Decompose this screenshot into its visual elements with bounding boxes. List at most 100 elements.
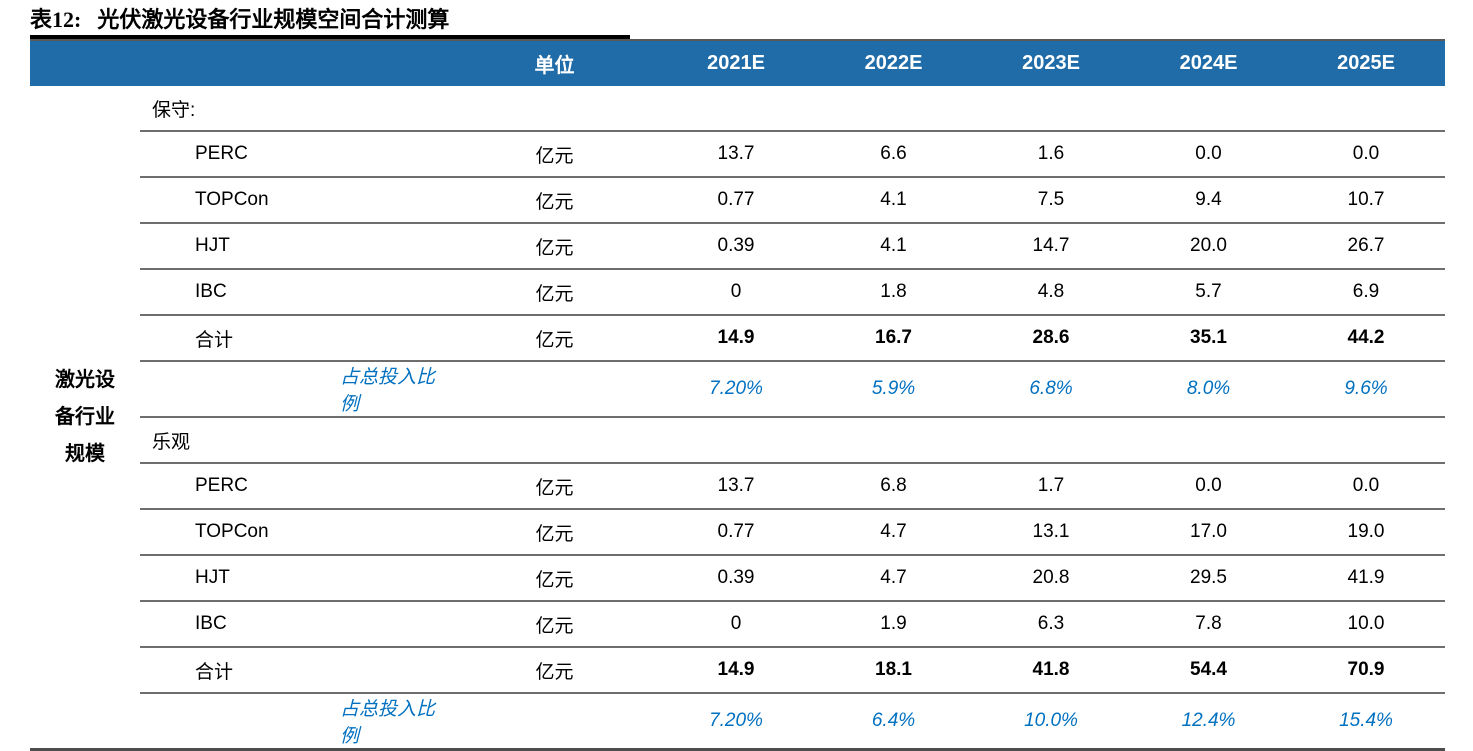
table-row-ibc-optimistic: IBC 亿元 0 1.9 6.3 7.8 10.0 <box>30 601 1445 648</box>
value-cell: 7.20% <box>657 693 815 751</box>
table-row-perc-conservative: PERC 亿元 13.7 6.6 1.6 0.0 0.0 <box>30 131 1445 178</box>
value-cell: 19.0 <box>1287 509 1445 556</box>
value-cell: 0 <box>657 601 815 648</box>
table-row-perc-optimistic: PERC 亿元 13.7 6.8 1.7 0.0 0.0 <box>30 463 1445 510</box>
row-label: 占总投入比例 <box>140 361 452 418</box>
value-cell: 10.0% <box>972 693 1130 751</box>
section-label-optimistic: 乐观 <box>140 417 1445 464</box>
value-cell: 41.8 <box>972 647 1130 694</box>
row-label: 占总投入比例 <box>140 693 452 751</box>
value-cell: 13.7 <box>657 131 815 178</box>
value-cell: 35.1 <box>1130 315 1287 362</box>
value-cell: 4.7 <box>815 555 972 602</box>
value-cell: 9.4 <box>1130 177 1287 224</box>
row-label: 合计 <box>140 315 452 362</box>
side-label-line: 备行业 <box>55 406 115 428</box>
table-container: 单位 2021E 2022E 2023E 2024E 2025E 激光设 备行业… <box>30 35 1445 751</box>
unit-cell: 亿元 <box>452 315 657 362</box>
row-label: IBC <box>140 269 452 316</box>
section-label-conservative: 保守: <box>140 86 1445 132</box>
header-year-2024e: 2024E <box>1130 40 1287 86</box>
value-cell: 14.7 <box>972 223 1130 270</box>
value-cell: 8.0% <box>1130 361 1287 418</box>
value-cell: 7.8 <box>1130 601 1287 648</box>
table-row-topcon-optimistic: TOPCon 亿元 0.77 4.7 13.1 17.0 19.0 <box>30 509 1445 556</box>
value-cell: 0.0 <box>1287 131 1445 178</box>
unit-cell: 亿元 <box>452 177 657 224</box>
value-cell: 0.39 <box>657 555 815 602</box>
table-row-total-optimistic: 合计 亿元 14.9 18.1 41.8 54.4 70.9 <box>30 647 1445 694</box>
side-label: 激光设 备行业 规模 <box>30 86 140 751</box>
value-cell: 12.4% <box>1130 693 1287 751</box>
value-cell: 15.4% <box>1287 693 1445 751</box>
row-label: TOPCon <box>140 509 452 556</box>
value-cell: 4.1 <box>815 177 972 224</box>
table-row-ratio-conservative: 占总投入比例 7.20% 5.9% 6.8% 8.0% 9.6% <box>30 361 1445 418</box>
value-cell: 5.9% <box>815 361 972 418</box>
value-cell: 14.9 <box>657 647 815 694</box>
row-label: HJT <box>140 555 452 602</box>
value-cell: 20.0 <box>1130 223 1287 270</box>
table-row-topcon-conservative: TOPCon 亿元 0.77 4.1 7.5 9.4 10.7 <box>30 177 1445 224</box>
header-row: 单位 2021E 2022E 2023E 2024E 2025E <box>30 40 1445 86</box>
value-cell: 1.6 <box>972 131 1130 178</box>
value-cell: 0 <box>657 269 815 316</box>
value-cell: 14.9 <box>657 315 815 362</box>
row-label: PERC <box>140 463 452 510</box>
header-year-2021e: 2021E <box>657 40 815 86</box>
value-cell: 17.0 <box>1130 509 1287 556</box>
value-cell: 5.7 <box>1130 269 1287 316</box>
table-title-text: 光伏激光设备行业规模空间合计测算 <box>97 7 450 32</box>
value-cell: 6.8 <box>815 463 972 510</box>
row-label: TOPCon <box>140 177 452 224</box>
value-cell: 1.8 <box>815 269 972 316</box>
header-year-2025e: 2025E <box>1287 40 1445 86</box>
header-year-2023e: 2023E <box>972 40 1130 86</box>
table-row-ratio-optimistic: 占总投入比例 7.20% 6.4% 10.0% 12.4% 15.4% <box>30 693 1445 751</box>
unit-cell-empty <box>452 693 657 751</box>
value-cell: 6.8% <box>972 361 1130 418</box>
value-cell: 10.7 <box>1287 177 1445 224</box>
value-cell: 28.6 <box>972 315 1130 362</box>
unit-cell: 亿元 <box>452 647 657 694</box>
value-cell: 6.4% <box>815 693 972 751</box>
row-label: IBC <box>140 601 452 648</box>
unit-cell: 亿元 <box>452 601 657 648</box>
value-cell: 16.7 <box>815 315 972 362</box>
value-cell: 29.5 <box>1130 555 1287 602</box>
value-cell: 4.1 <box>815 223 972 270</box>
value-cell: 70.9 <box>1287 647 1445 694</box>
table-row-ibc-conservative: IBC 亿元 0 1.8 4.8 5.7 6.9 <box>30 269 1445 316</box>
data-table: 单位 2021E 2022E 2023E 2024E 2025E 激光设 备行业… <box>30 39 1445 751</box>
unit-cell: 亿元 <box>452 131 657 178</box>
unit-cell: 亿元 <box>452 269 657 316</box>
value-cell: 1.9 <box>815 601 972 648</box>
value-cell: 7.20% <box>657 361 815 418</box>
value-cell: 13.7 <box>657 463 815 510</box>
row-label: HJT <box>140 223 452 270</box>
row-label: 合计 <box>140 647 452 694</box>
table-row-hjt-optimistic: HJT 亿元 0.39 4.7 20.8 29.5 41.9 <box>30 555 1445 602</box>
title-underline <box>30 35 630 39</box>
value-cell: 44.2 <box>1287 315 1445 362</box>
value-cell: 1.7 <box>972 463 1130 510</box>
section-header-row-conservative: 激光设 备行业 规模 保守: <box>30 86 1445 751</box>
value-cell: 13.1 <box>972 509 1130 556</box>
table-title: 表12: 光伏激光设备行业规模空间合计测算 <box>0 0 1473 36</box>
header-unit: 单位 <box>452 40 657 86</box>
value-cell: 41.9 <box>1287 555 1445 602</box>
value-cell: 6.3 <box>972 601 1130 648</box>
side-label-line: 激光设 <box>55 369 115 391</box>
value-cell: 10.0 <box>1287 601 1445 648</box>
table-row-hjt-conservative: HJT 亿元 0.39 4.1 14.7 20.0 26.7 <box>30 223 1445 270</box>
value-cell: 6.9 <box>1287 269 1445 316</box>
unit-cell: 亿元 <box>452 223 657 270</box>
section-header-row-optimistic: 乐观 <box>30 417 1445 464</box>
value-cell: 9.6% <box>1287 361 1445 418</box>
unit-cell: 亿元 <box>452 509 657 556</box>
value-cell: 0.77 <box>657 509 815 556</box>
side-label-line: 规模 <box>65 443 105 465</box>
header-year-2022e: 2022E <box>815 40 972 86</box>
value-cell: 0.0 <box>1287 463 1445 510</box>
